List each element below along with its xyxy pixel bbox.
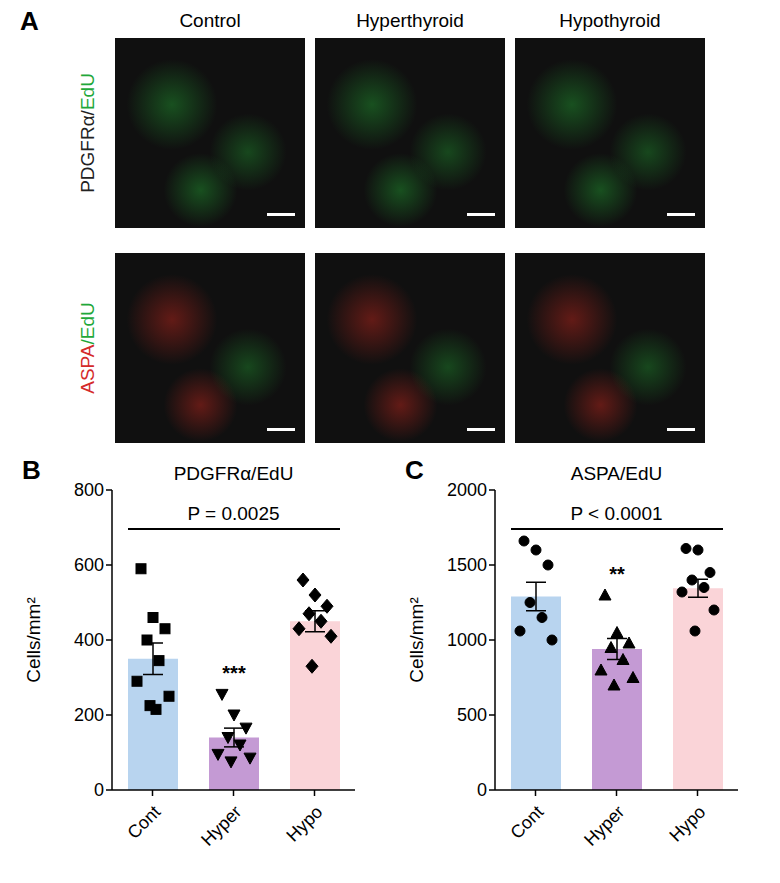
svg-text:Cont: Cont — [123, 802, 164, 843]
svg-text:800: 800 — [74, 480, 104, 500]
html-text:ASPA: ASPA — [77, 344, 98, 394]
svg-text:Cells/mm²: Cells/mm² — [23, 597, 44, 683]
html-text:A: A — [20, 6, 39, 36]
html-text:P < 0.0001: P < 0.0001 — [570, 503, 663, 524]
svg-text:Cont: Cont — [506, 802, 547, 843]
svg-text:Hypo: Hypo — [666, 802, 710, 846]
svg-text:0: 0 — [94, 780, 104, 800]
svg-text:2000: 2000 — [447, 480, 487, 500]
svg-text:Cells/mm²: Cells/mm² — [406, 597, 427, 683]
svg-text:1500: 1500 — [447, 555, 487, 575]
svg-text:***: *** — [222, 662, 246, 684]
html-text:Control: Control — [179, 10, 241, 31]
html-text:EdU: EdU — [77, 73, 98, 111]
svg-text:1000: 1000 — [447, 630, 487, 650]
html-text:ASPA/EdU: ASPA/EdU — [570, 463, 663, 484]
html-text:/EdU: /EdU — [77, 302, 98, 345]
svg-text:0: 0 — [477, 780, 487, 800]
html-text:Hyperthyroid: Hyperthyroid — [356, 10, 464, 31]
html-text:PDGFRα/: PDGFRα/ — [77, 110, 98, 193]
svg-text:Hyper: Hyper — [580, 802, 628, 850]
html-text:PDGFRα/EdU: PDGFRα/EdU — [173, 463, 294, 484]
svg-text:**: ** — [609, 563, 625, 585]
svg-text:400: 400 — [74, 630, 104, 650]
svg-text:200: 200 — [74, 705, 104, 725]
svg-text:Hyper: Hyper — [197, 802, 245, 850]
svg-text:600: 600 — [74, 555, 104, 575]
html-text:C: C — [405, 455, 424, 485]
svg-text:Hypo: Hypo — [283, 802, 327, 846]
svg-text:500: 500 — [457, 705, 487, 725]
html-text:B: B — [22, 455, 41, 485]
html-text:Hypothyroid: Hypothyroid — [559, 10, 661, 31]
html-text:P = 0.0025: P = 0.0025 — [187, 503, 280, 524]
